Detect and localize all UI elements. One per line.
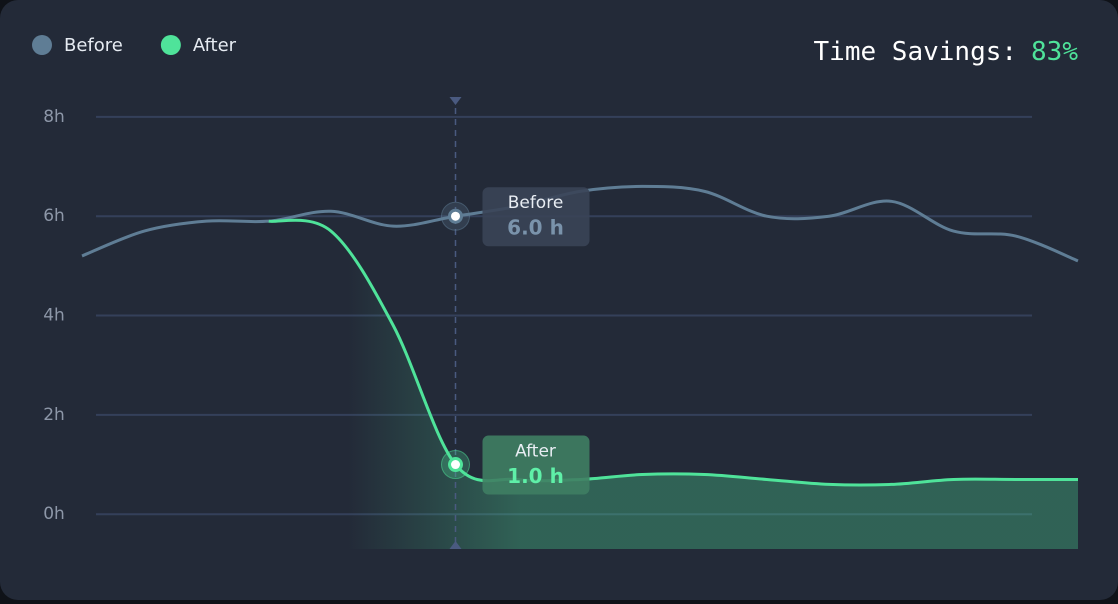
tooltip-value: 1.0 h xyxy=(507,464,564,488)
legend-marker xyxy=(160,35,181,55)
legend-marker xyxy=(32,35,52,55)
hover-cap xyxy=(449,97,462,105)
tooltip-name: Before xyxy=(508,193,564,213)
y-tick-label: 2h xyxy=(43,405,65,425)
y-tick-label: 4h xyxy=(43,306,65,326)
tooltip-box xyxy=(482,435,590,495)
y-tick-label: 6h xyxy=(43,206,65,226)
y-tick-label: 0h xyxy=(43,504,65,524)
title-group: Time Savings: 83% xyxy=(814,37,1079,67)
y-tick-label: 8h xyxy=(43,107,65,127)
title: Time Savings: xyxy=(814,37,1018,67)
hover-cap xyxy=(449,541,462,549)
title-value: 83% xyxy=(1031,37,1078,67)
tooltip-value: 6.0 h xyxy=(507,216,564,240)
area xyxy=(218,220,1078,549)
point xyxy=(448,208,463,224)
point xyxy=(448,457,463,473)
tooltip-box xyxy=(482,187,590,247)
line xyxy=(268,218,1078,487)
tooltip-name: After xyxy=(515,442,556,462)
legend-label: Before xyxy=(64,35,123,56)
legend-label: After xyxy=(193,35,237,56)
